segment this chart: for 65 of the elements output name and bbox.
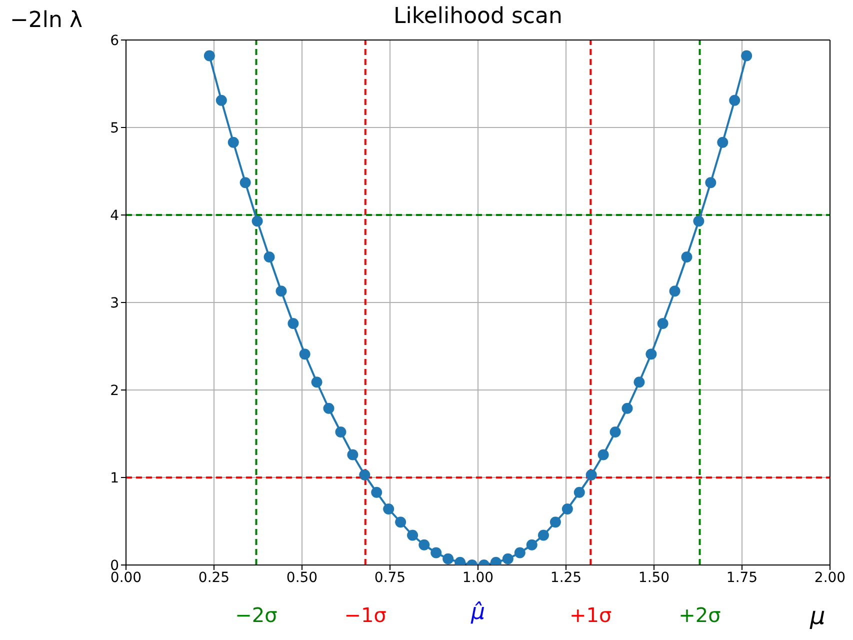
- point: [681, 252, 692, 262]
- point: [347, 449, 358, 460]
- x-tick-label: 2.00: [814, 570, 846, 586]
- y-tick-label: 4: [110, 208, 120, 224]
- point: [729, 94, 740, 106]
- point: [669, 286, 680, 297]
- point: [204, 50, 215, 62]
- x-tick-label: 1.00: [462, 570, 494, 586]
- point: [228, 136, 239, 148]
- point: [216, 94, 227, 106]
- text: μ̂: [471, 600, 485, 625]
- x-tick-label: 0.25: [198, 570, 230, 586]
- point: [407, 530, 418, 541]
- point: [288, 318, 299, 329]
- ref-line-label: +2σ: [678, 603, 722, 627]
- point: [442, 553, 454, 564]
- x-axis-title: μ: [810, 602, 826, 630]
- point: [646, 348, 657, 360]
- point: [430, 547, 442, 558]
- point: [252, 216, 263, 227]
- y-tick-label: 5: [110, 120, 119, 136]
- x-tick-label: 0.50: [286, 570, 318, 586]
- x-tick-label: 1.50: [638, 570, 670, 586]
- point: [371, 486, 382, 498]
- point: [562, 504, 573, 514]
- point: [299, 348, 310, 360]
- point: [538, 530, 549, 541]
- x-tick-label: 0.00: [110, 570, 142, 586]
- point: [359, 469, 370, 480]
- point: [418, 539, 430, 550]
- point: [395, 516, 406, 528]
- point: [240, 177, 251, 188]
- ref-line-label: +1σ: [568, 603, 613, 627]
- chart-title: Likelihood scan: [392, 4, 564, 29]
- y-tick-label: 2: [110, 382, 119, 399]
- point: [657, 318, 668, 329]
- point: [741, 50, 752, 62]
- point: [502, 553, 514, 564]
- y-tick-label: 6: [110, 32, 120, 49]
- point: [574, 486, 585, 498]
- x-tick-label: 0.75: [374, 570, 406, 586]
- point: [586, 469, 597, 480]
- point: [598, 449, 609, 460]
- point: [693, 216, 704, 227]
- y-tick-label: 3: [110, 295, 119, 312]
- point: [311, 376, 322, 388]
- y-tick-label: 1: [110, 470, 119, 486]
- x-tick-label: 1.75: [726, 570, 758, 586]
- point: [526, 539, 538, 550]
- ref-line-label: −1σ: [343, 603, 388, 627]
- point: [276, 286, 287, 297]
- y-axis-title: −2ln λ: [10, 8, 82, 33]
- point: [550, 516, 561, 528]
- point: [705, 177, 716, 188]
- point: [610, 426, 621, 438]
- point: [634, 376, 645, 388]
- point: [264, 252, 275, 262]
- x-tick-label: 1.25: [550, 570, 582, 586]
- point: [717, 136, 728, 148]
- point: [323, 402, 334, 414]
- point: [383, 504, 394, 514]
- point: [514, 547, 526, 558]
- point: [622, 402, 633, 414]
- ref-line-label: −2σ: [234, 603, 278, 627]
- point: [335, 426, 346, 438]
